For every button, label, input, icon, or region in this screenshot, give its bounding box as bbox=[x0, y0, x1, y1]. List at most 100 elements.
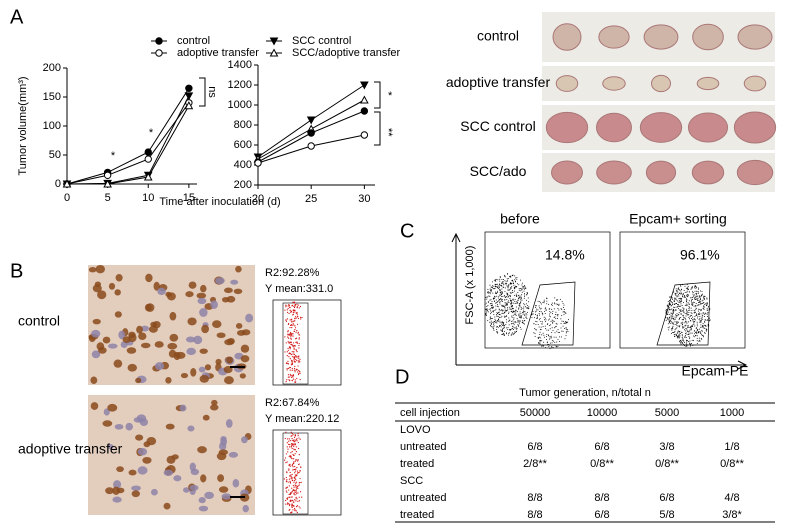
event bbox=[552, 321, 554, 323]
event bbox=[683, 322, 685, 324]
event bbox=[512, 308, 514, 310]
event bbox=[524, 294, 526, 296]
event bbox=[703, 308, 705, 310]
event bbox=[513, 294, 515, 296]
event bbox=[516, 286, 518, 288]
event bbox=[523, 284, 525, 286]
event bbox=[561, 336, 563, 338]
panel-label: D bbox=[395, 366, 409, 388]
event bbox=[562, 330, 564, 332]
event bbox=[297, 304, 299, 306]
event bbox=[551, 346, 553, 348]
cell-nucleus bbox=[98, 347, 107, 354]
event bbox=[668, 316, 670, 318]
event bbox=[503, 334, 505, 336]
event bbox=[687, 285, 689, 287]
event bbox=[681, 322, 683, 324]
event bbox=[671, 305, 673, 307]
event bbox=[507, 280, 509, 282]
event bbox=[523, 286, 525, 288]
event bbox=[565, 328, 567, 330]
event bbox=[287, 337, 290, 339]
event bbox=[500, 295, 502, 297]
event bbox=[548, 318, 550, 320]
event bbox=[704, 332, 706, 334]
event bbox=[673, 303, 675, 305]
event bbox=[292, 501, 294, 503]
event bbox=[557, 299, 559, 301]
table-cell: untreated bbox=[400, 492, 446, 504]
event bbox=[286, 479, 288, 481]
event bbox=[293, 367, 296, 370]
event bbox=[296, 491, 298, 493]
event bbox=[697, 295, 699, 297]
event bbox=[674, 330, 676, 332]
event bbox=[702, 335, 704, 337]
event bbox=[485, 297, 487, 299]
event bbox=[508, 302, 510, 304]
cell-nucleus bbox=[115, 273, 123, 282]
event bbox=[546, 298, 548, 300]
event bbox=[506, 333, 508, 335]
cell-nucleus bbox=[92, 284, 102, 293]
event bbox=[695, 334, 697, 336]
event bbox=[296, 356, 298, 358]
event bbox=[686, 284, 688, 286]
cell-nucleus bbox=[235, 323, 243, 329]
event bbox=[550, 342, 552, 344]
event bbox=[696, 321, 698, 323]
event bbox=[697, 299, 699, 301]
event bbox=[666, 309, 668, 311]
event bbox=[510, 320, 512, 322]
event bbox=[517, 320, 519, 322]
cell-nucleus bbox=[151, 488, 158, 496]
event bbox=[295, 337, 298, 339]
event bbox=[679, 325, 681, 327]
event bbox=[489, 299, 491, 301]
event bbox=[297, 485, 299, 487]
event bbox=[296, 470, 298, 472]
event bbox=[294, 379, 296, 381]
table-cell: 0/8** bbox=[590, 458, 615, 470]
event bbox=[540, 328, 542, 330]
event bbox=[694, 333, 696, 335]
event bbox=[300, 318, 302, 320]
event bbox=[501, 330, 503, 332]
event bbox=[506, 321, 508, 323]
tumor bbox=[551, 160, 583, 185]
event bbox=[551, 319, 553, 321]
event bbox=[286, 318, 288, 320]
event bbox=[499, 284, 501, 286]
event bbox=[678, 332, 680, 334]
x-tick-label: 0 bbox=[64, 192, 70, 204]
event bbox=[665, 320, 667, 322]
event bbox=[682, 342, 684, 344]
event bbox=[555, 336, 557, 338]
event bbox=[701, 329, 703, 331]
event bbox=[675, 328, 677, 330]
event bbox=[680, 317, 682, 319]
event bbox=[551, 327, 553, 329]
event bbox=[514, 279, 516, 281]
data-point bbox=[103, 179, 112, 188]
event bbox=[695, 303, 697, 305]
event bbox=[294, 499, 296, 501]
event bbox=[486, 314, 488, 316]
event bbox=[504, 287, 506, 289]
event bbox=[289, 456, 292, 458]
event bbox=[557, 303, 559, 305]
event bbox=[489, 303, 491, 305]
event bbox=[290, 311, 292, 313]
event bbox=[295, 489, 297, 491]
event bbox=[518, 297, 520, 299]
cell-nucleus bbox=[125, 422, 134, 431]
event bbox=[512, 314, 514, 316]
event bbox=[672, 325, 674, 327]
event bbox=[683, 290, 685, 292]
event bbox=[698, 319, 700, 321]
event bbox=[537, 309, 539, 311]
event bbox=[551, 342, 553, 344]
event bbox=[709, 308, 711, 310]
cell-nucleus bbox=[95, 264, 105, 274]
event bbox=[523, 288, 525, 290]
